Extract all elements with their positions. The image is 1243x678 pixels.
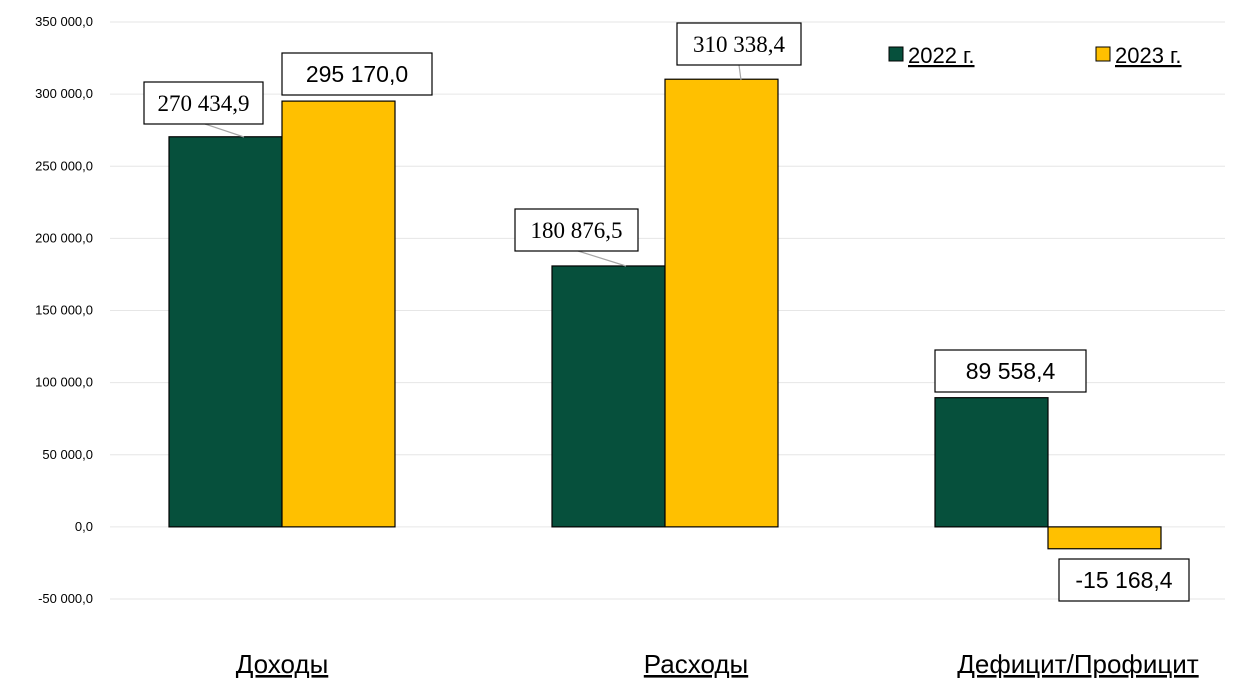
category-label: Расходы (644, 649, 748, 678)
y-tick-label: 100 000,0 (35, 375, 93, 390)
bar-2023-1 (664, 78, 779, 528)
y-axis: 350 000,0 300 000,0 250 000,0 200 000,0 150 … (35, 14, 93, 606)
bar-2022-2 (934, 397, 1049, 528)
data-label-box (1058, 558, 1190, 602)
data-label-box (281, 52, 433, 96)
data-label: 310 338,4 (693, 32, 786, 57)
data-label: -15 168,4 (1075, 567, 1172, 593)
data-label: 89 558,4 (966, 358, 1056, 384)
y-tick-label: 150 000,0 (35, 303, 93, 318)
y-tick-label: 300 000,0 (35, 86, 93, 101)
bar-2023-2 (1047, 526, 1162, 550)
data-label-leader-line (577, 250, 627, 267)
data-label: 180 876,5 (531, 218, 623, 243)
data-label-box (514, 208, 639, 252)
data-label: 295 170,0 (306, 61, 408, 87)
y-tick-label: 250 000,0 (35, 158, 93, 173)
y-tick-label: -50 000,0 (38, 591, 93, 606)
bar-2023-0 (281, 100, 396, 528)
legend-label: 2022 г. (908, 43, 975, 68)
category-label: Доходы (236, 649, 329, 678)
data-label-leader-line (204, 123, 245, 138)
category-label: Дефицит/Профицит (957, 649, 1198, 678)
legend-swatch (1095, 46, 1111, 62)
bars (168, 78, 1162, 550)
bar-2022-1 (551, 265, 666, 528)
data-label: 270 434,9 (158, 91, 250, 116)
data-label-leader-line (738, 64, 742, 81)
y-tick-label: 200 000,0 (35, 230, 93, 245)
y-tick-label: 350 000,0 (35, 14, 93, 29)
data-label-box (676, 22, 802, 66)
legend-swatch (888, 46, 904, 62)
data-labels: 270 434,9 295 170,0 180 876,5 310 338,4 89 5… (143, 22, 1190, 602)
data-label-box (934, 349, 1087, 393)
legend-label: 2023 г. (1115, 43, 1182, 68)
y-tick-label: 0,0 (75, 519, 93, 534)
y-tick-label: 50 000,0 (42, 447, 93, 462)
data-label-box (143, 81, 264, 125)
bar-2022-0 (168, 136, 283, 528)
x-axis-categories: Доходы Расходы Дефицит/Профицит (236, 649, 1199, 678)
legend: 2022 г. 2023 г. (888, 43, 1182, 68)
